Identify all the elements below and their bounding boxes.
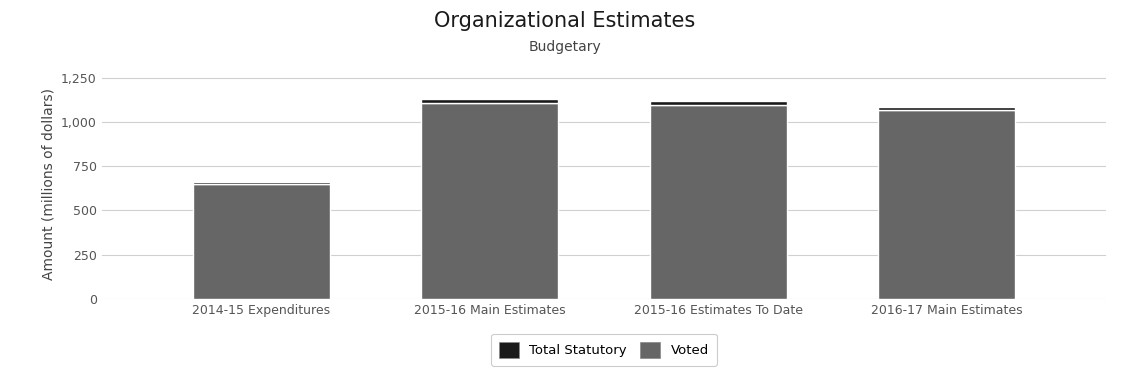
Bar xyxy=(193,182,330,184)
Bar xyxy=(649,105,787,299)
Bar xyxy=(421,103,559,299)
Text: Budgetary: Budgetary xyxy=(528,40,601,54)
Bar xyxy=(421,99,559,103)
Y-axis label: Amount (millions of dollars): Amount (millions of dollars) xyxy=(42,88,55,280)
Bar xyxy=(878,107,1015,110)
Text: Organizational Estimates: Organizational Estimates xyxy=(434,11,695,31)
Bar xyxy=(193,184,330,299)
Bar xyxy=(878,110,1015,299)
Bar xyxy=(649,101,787,105)
Legend: Total Statutory, Voted: Total Statutory, Voted xyxy=(491,334,717,366)
